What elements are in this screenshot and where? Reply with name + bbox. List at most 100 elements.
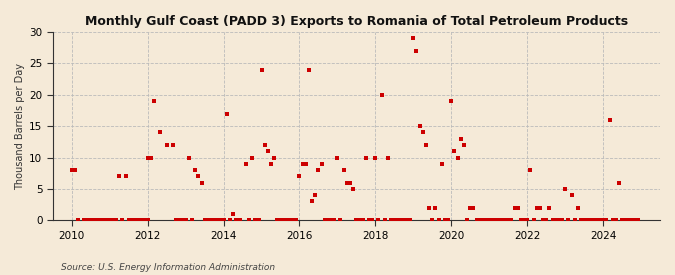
Point xyxy=(462,218,472,222)
Point xyxy=(614,180,624,185)
Point xyxy=(595,218,605,222)
Point xyxy=(544,206,555,210)
Point xyxy=(288,218,298,222)
Point xyxy=(408,36,418,40)
Point xyxy=(142,155,153,160)
Point xyxy=(133,218,144,222)
Point xyxy=(405,218,416,222)
Point xyxy=(456,136,466,141)
Point xyxy=(196,180,207,185)
Point xyxy=(281,218,292,222)
Point xyxy=(323,218,333,222)
Point xyxy=(490,218,501,222)
Point xyxy=(145,155,156,160)
Point xyxy=(111,218,122,222)
Point xyxy=(95,218,106,222)
Point xyxy=(173,218,184,222)
Point xyxy=(604,118,615,122)
Point xyxy=(105,218,115,222)
Point xyxy=(364,218,375,222)
Point xyxy=(275,218,286,222)
Point xyxy=(632,218,643,222)
Point xyxy=(114,174,125,178)
Point xyxy=(449,149,460,153)
Point xyxy=(351,218,362,222)
Point xyxy=(225,218,236,222)
Text: Source: U.S. Energy Information Administration: Source: U.S. Energy Information Administ… xyxy=(61,263,275,271)
Point xyxy=(358,218,369,222)
Point xyxy=(557,218,568,222)
Point xyxy=(199,218,210,222)
Point xyxy=(325,218,336,222)
Point xyxy=(601,218,612,222)
Point xyxy=(620,218,630,222)
Point xyxy=(215,218,226,222)
Point xyxy=(597,218,608,222)
Point xyxy=(335,218,346,222)
Point xyxy=(582,218,593,222)
Point xyxy=(576,218,587,222)
Point xyxy=(500,218,510,222)
Point xyxy=(411,49,422,53)
Point xyxy=(439,218,450,222)
Point xyxy=(529,218,539,222)
Point xyxy=(471,218,482,222)
Point xyxy=(240,162,251,166)
Point xyxy=(437,162,448,166)
Point xyxy=(569,218,580,222)
Point xyxy=(107,218,118,222)
Point xyxy=(117,218,128,222)
Point xyxy=(424,206,435,210)
Point xyxy=(130,218,140,222)
Point xyxy=(389,218,400,222)
Point xyxy=(206,218,217,222)
Point xyxy=(398,218,409,222)
Point xyxy=(101,218,112,222)
Point xyxy=(209,218,219,222)
Point xyxy=(266,162,277,166)
Point xyxy=(348,187,359,191)
Point xyxy=(139,218,150,222)
Point xyxy=(193,174,204,178)
Point xyxy=(269,155,279,160)
Point xyxy=(458,143,469,147)
Point xyxy=(433,218,444,222)
Point xyxy=(379,218,390,222)
Title: Monthly Gulf Coast (PADD 3) Exports to Romania of Total Petroleum Products: Monthly Gulf Coast (PADD 3) Exports to R… xyxy=(85,15,628,28)
Point xyxy=(608,218,618,222)
Point xyxy=(291,218,302,222)
Point xyxy=(73,218,84,222)
Point xyxy=(452,155,463,160)
Point xyxy=(414,124,425,128)
Point xyxy=(481,218,491,222)
Point xyxy=(525,168,536,172)
Point xyxy=(560,187,570,191)
Point xyxy=(98,218,109,222)
Y-axis label: Thousand Barrels per Day: Thousand Barrels per Day xyxy=(15,63,25,190)
Point xyxy=(120,174,131,178)
Point xyxy=(344,180,355,185)
Point xyxy=(126,218,137,222)
Point xyxy=(585,218,596,222)
Point xyxy=(250,218,261,222)
Point xyxy=(392,218,403,222)
Point xyxy=(338,168,349,172)
Point xyxy=(319,218,330,222)
Point xyxy=(493,218,504,222)
Point xyxy=(623,218,634,222)
Point xyxy=(377,93,387,97)
Point xyxy=(541,218,551,222)
Point xyxy=(354,218,365,222)
Point xyxy=(626,218,637,222)
Point xyxy=(212,218,223,222)
Point xyxy=(468,206,479,210)
Point xyxy=(202,218,213,222)
Point xyxy=(310,193,321,197)
Point xyxy=(588,218,599,222)
Point xyxy=(503,218,514,222)
Point xyxy=(383,155,394,160)
Point xyxy=(88,218,99,222)
Point xyxy=(294,174,305,178)
Point xyxy=(443,218,454,222)
Point xyxy=(272,218,283,222)
